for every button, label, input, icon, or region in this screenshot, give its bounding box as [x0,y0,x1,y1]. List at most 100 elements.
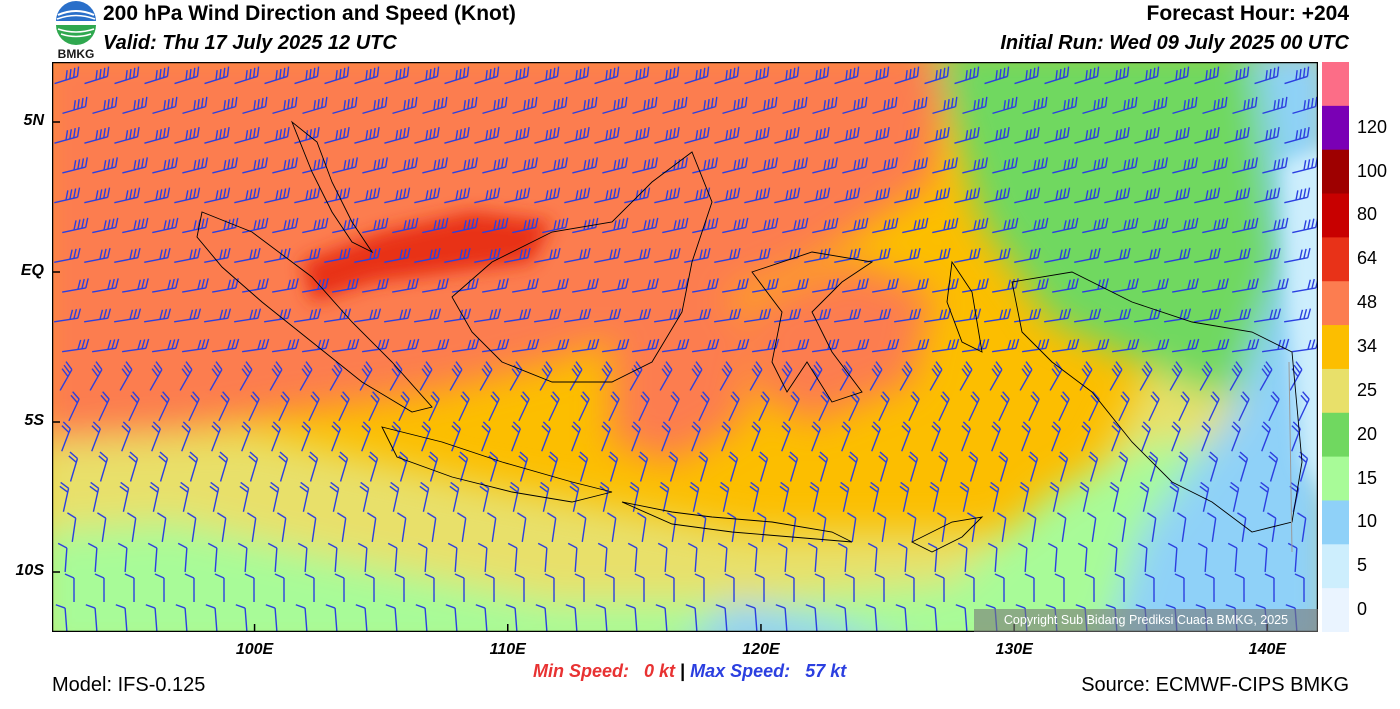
colorbar-label: 15 [1357,467,1378,488]
wind-barb [1052,278,1079,293]
wind-barb [362,96,388,115]
wind-barb [1164,126,1190,144]
wind-barb [1052,338,1080,353]
wind-barb [248,451,259,482]
wind-barb [594,66,620,85]
wind-barb [607,512,617,542]
wind-barb [1087,512,1097,542]
wind-barb [631,421,641,452]
wind-barb [94,573,105,603]
wind-barb [962,217,989,234]
wind-barb [444,126,470,144]
wind-barb [1148,391,1160,422]
map-title: 200 hPa Wind Direction and Speed (Knot) [103,2,516,25]
wind-barb [1014,247,1041,263]
colorbar-label: 10 [1357,511,1378,532]
min-speed-value: 0 kt [644,661,676,681]
wind-barb [392,278,419,293]
wind-barb [834,66,860,85]
wind-barb [1134,247,1161,263]
wind-barb [209,361,223,391]
wind-barb [872,278,899,293]
wind-barb [397,512,407,542]
wind-barb [331,421,341,452]
wind-barb [174,308,202,323]
wind-barb [574,573,585,603]
wind-barb [274,573,285,603]
wind-barb [479,361,493,391]
wind-barb [1052,96,1078,115]
wind-barb [924,308,952,323]
wind-barb [895,604,908,632]
wind-barb [354,187,381,204]
wind-barb [782,217,809,234]
wind-barb [1262,338,1290,353]
wind-barb [504,66,530,85]
wind-barb [354,308,382,323]
wind-barb [894,126,920,144]
wind-barb [1107,542,1118,573]
wind-barb [1298,391,1310,422]
wind-barb [454,573,465,603]
wind-barb [962,96,988,115]
wind-barb [1238,391,1250,422]
forecast-hour: Forecast Hour: +204 [1146,2,1350,25]
lat-label: 5S [24,412,44,429]
wind-barb [264,126,290,144]
wind-barb [758,451,769,482]
wind-barb [362,278,389,293]
wind-barb [774,308,802,323]
wind-barb [992,217,1019,234]
wind-barb [954,126,980,144]
wind-barb [924,247,951,263]
wind-barb [837,542,848,573]
wind-barb [668,391,680,422]
wind-barb [632,96,658,115]
wind-barb [714,66,740,85]
wind-barb [114,247,141,263]
wind-barb [752,278,779,293]
wind-barb [239,361,253,391]
wind-barb [128,391,140,422]
lon-label: 120E [742,641,780,658]
wind-barb [87,542,98,573]
logo-text: BMKG [57,47,95,61]
wind-barb [687,542,698,573]
wind-barb [788,391,800,422]
wind-barb [428,391,440,422]
wind-barb [302,338,330,353]
wind-barb [324,66,350,85]
wind-barb [728,391,740,422]
wind-barb [1114,573,1125,603]
wind-barb [927,542,938,573]
wind-barb [547,512,557,542]
wind-barb [692,157,718,174]
wind-barb [807,542,818,573]
wind-barb [782,157,808,174]
colorbar-label: 20 [1357,423,1378,444]
colorbar-swatch [1322,281,1349,326]
speed-field-shading [52,62,1318,632]
wind-barb [1104,66,1130,85]
wind-barb [1231,421,1241,452]
wind-barb [414,66,440,85]
wind-barb [777,542,788,573]
wind-barb [814,573,825,603]
wind-barb [1294,573,1305,603]
wind-barb [534,308,562,323]
colorbar-label: 64 [1357,248,1378,269]
wind-barb [1014,126,1040,144]
wind-barb [1074,187,1101,204]
wind-barb [84,126,110,144]
wind-barb [1112,338,1140,353]
wind-barb [362,338,390,353]
colorbar-swatch [1322,456,1349,501]
wind-barb [564,247,591,263]
wind-barb [595,604,608,632]
colorbar-swatch [1322,237,1349,282]
wind-barb [457,512,467,542]
wind-barb [744,66,770,85]
wind-barb [744,308,772,323]
wind-barb [1229,361,1243,391]
wind-barb [782,278,809,293]
